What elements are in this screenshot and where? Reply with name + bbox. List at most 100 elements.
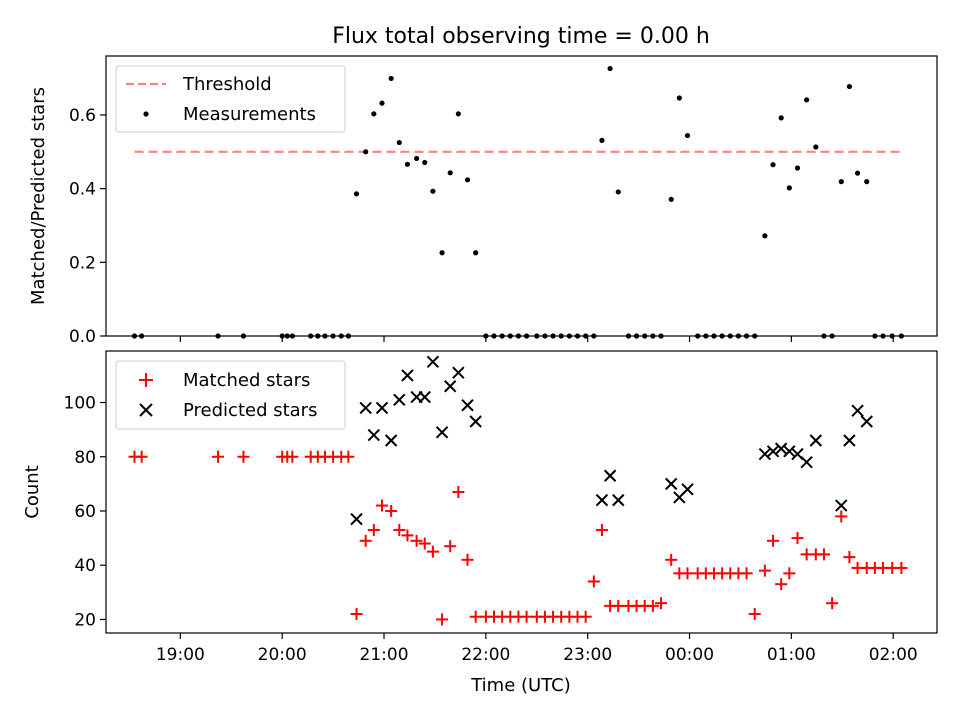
matched-star-point bbox=[342, 450, 355, 463]
matched-star-point bbox=[436, 613, 449, 626]
predicted-star-point bbox=[375, 401, 389, 415]
measurement-point bbox=[379, 100, 385, 106]
matched-star-point bbox=[791, 532, 804, 545]
measurement-point bbox=[353, 191, 360, 197]
top-y-axis: 0.0 0.2 0.4 0.6 bbox=[69, 106, 106, 347]
matched-star-point bbox=[775, 578, 788, 591]
measurement-point bbox=[430, 188, 436, 194]
predicted-star-point-b bbox=[359, 401, 372, 415]
predicted-star-point bbox=[800, 455, 813, 469]
x-tick-label: 20:00 bbox=[258, 645, 307, 665]
measurement-point bbox=[804, 97, 810, 103]
predicted-star-point-b bbox=[851, 404, 864, 417]
measurement-point bbox=[607, 65, 613, 72]
predicted-star-point-b bbox=[783, 445, 796, 458]
measurement-point bbox=[422, 159, 428, 166]
matched-star-point bbox=[135, 450, 148, 463]
matched-star-point bbox=[767, 534, 780, 547]
x-tick-label: 01:00 bbox=[767, 645, 816, 665]
matched-star-point bbox=[740, 567, 753, 580]
predicted-star-point bbox=[758, 447, 772, 461]
measurement-point bbox=[371, 111, 377, 117]
bottom-x-axis: 19:00 20:00 21:00 22:00 23:00 00:00 01:00 02:00 bbox=[156, 633, 918, 665]
predicted-star-point bbox=[766, 445, 780, 458]
matched-star-point bbox=[835, 510, 848, 523]
predicted-star-point-b bbox=[418, 390, 431, 404]
top-y-tick-label: 0.2 bbox=[69, 253, 96, 273]
measurement-point bbox=[684, 132, 691, 139]
predicted-star-point bbox=[783, 445, 796, 458]
predicted-star-point bbox=[809, 434, 823, 447]
predicted-star-point-b bbox=[800, 455, 813, 469]
measurement-point bbox=[414, 155, 420, 162]
bottom-plot-panel: 20 40 60 80 100 19:00 20:00 21:00 22:00 23:00 00:… bbox=[22, 350, 938, 696]
predicted-star-point-b bbox=[664, 477, 678, 491]
x-tick-label: 21:00 bbox=[360, 645, 409, 665]
matched-star-point bbox=[895, 561, 908, 574]
predicted-star-point-b bbox=[809, 434, 823, 447]
predicted-star-point-b bbox=[367, 428, 381, 442]
top-legend-box bbox=[115, 65, 346, 133]
matched-star-point bbox=[461, 553, 474, 566]
predicted-star-point bbox=[393, 393, 406, 407]
predicted-star-point bbox=[461, 399, 474, 412]
measurements-legend-label: Measurements bbox=[183, 104, 316, 125]
measurement-point bbox=[676, 95, 682, 101]
matched-star-point bbox=[410, 534, 423, 547]
matched-star-point bbox=[393, 523, 406, 536]
predicted-star-point bbox=[835, 499, 848, 512]
matched-star-point bbox=[595, 523, 608, 536]
predicted-star-point-b bbox=[384, 434, 398, 447]
bottom-plot-frame bbox=[105, 350, 938, 634]
top-plot-frame bbox=[105, 55, 938, 337]
bottom-y-tick-label: 60 bbox=[74, 502, 96, 522]
measurement-point bbox=[447, 170, 453, 176]
matched-star-point bbox=[452, 486, 465, 498]
measurement-point bbox=[668, 196, 674, 202]
predicted-legend-swatch bbox=[139, 403, 153, 417]
x-axis-label: Time (UTC) bbox=[470, 675, 571, 696]
bottom-legend-box bbox=[115, 360, 346, 430]
bottom-y-tick-label: 20 bbox=[74, 610, 96, 630]
bottom-y-axis: 20 40 60 80 100 bbox=[64, 394, 106, 630]
x-tick-label: 22:00 bbox=[461, 645, 510, 665]
measurement-point bbox=[770, 162, 776, 168]
predicted-star-point-b bbox=[401, 369, 414, 382]
predicted-star-point-b bbox=[461, 399, 474, 412]
matched-star-point bbox=[748, 608, 761, 621]
predicted-star-point bbox=[401, 369, 414, 382]
matched-star-point bbox=[375, 499, 388, 512]
matched-star-point bbox=[286, 450, 299, 463]
measurements-legend-swatch bbox=[143, 111, 149, 117]
threshold-legend-label: Threshold bbox=[182, 74, 272, 95]
x-tick-label: 00:00 bbox=[665, 645, 714, 665]
x-tick-label: 02:00 bbox=[869, 645, 918, 665]
predicted-star-point-b bbox=[393, 393, 406, 407]
matched-star-point bbox=[612, 599, 625, 612]
top-y-tick-label: 0.4 bbox=[69, 180, 96, 200]
matched-star-point bbox=[426, 545, 439, 558]
top-plot-panel: 0.0 0.2 0.4 0.6 Matched/Predicted stars Thr… bbox=[28, 55, 938, 347]
measurement-point bbox=[439, 250, 445, 256]
predicted-star-point-b bbox=[350, 512, 363, 526]
matched-star-point bbox=[665, 553, 678, 566]
top-y-tick-label: 0.0 bbox=[69, 327, 96, 347]
predicted-star-point-b bbox=[375, 401, 389, 415]
measurement-point bbox=[388, 75, 394, 82]
matched-star-point bbox=[350, 608, 363, 621]
predicted-star-point bbox=[469, 415, 482, 428]
predicted-star-point bbox=[350, 512, 363, 526]
measurement-point bbox=[762, 233, 768, 239]
predicted-legend-label: Predicted stars bbox=[183, 400, 317, 421]
measurement-point bbox=[854, 170, 861, 176]
predicted-star-point-b bbox=[444, 380, 457, 393]
matched-star-point bbox=[579, 610, 592, 623]
predicted-star-point bbox=[664, 477, 678, 491]
bottom-plot-marks bbox=[128, 355, 908, 626]
measurement-point bbox=[363, 149, 369, 155]
measurement-point bbox=[838, 179, 844, 185]
matched-star-point bbox=[587, 575, 600, 588]
matched-star-point bbox=[418, 537, 431, 550]
measurement-point bbox=[846, 83, 853, 90]
